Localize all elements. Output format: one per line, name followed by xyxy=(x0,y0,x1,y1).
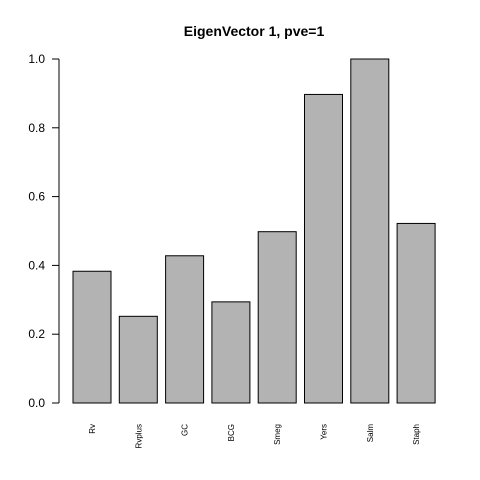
bars xyxy=(72,58,436,404)
x-tick-label: Rv xyxy=(88,424,97,434)
y-tick-label: 1.0 xyxy=(28,52,45,66)
bar-smeg xyxy=(257,231,297,404)
y-tick-label: 0.2 xyxy=(28,327,45,341)
bar-gc xyxy=(165,255,205,404)
y-tick-label: 0.8 xyxy=(28,121,45,135)
y-tick-label: 0.6 xyxy=(28,190,45,204)
x-tick-label: GC xyxy=(181,424,190,436)
bar-staph xyxy=(396,222,436,404)
bar-salm xyxy=(350,58,390,404)
x-tick-label: Smeg xyxy=(273,424,282,445)
bar-bcg xyxy=(211,301,251,404)
x-tick-label: BCG xyxy=(227,424,236,441)
x-axis-labels: Rv Rvplus GC BCG Smeg Yers Salm Staph xyxy=(88,424,421,449)
x-tick-label: Staph xyxy=(412,424,421,445)
x-tick-label: Yers xyxy=(320,424,329,440)
x-tick-label: Salm xyxy=(366,424,375,443)
bar-rv xyxy=(72,270,112,404)
x-tick-label: Rvplus xyxy=(134,424,143,448)
y-tick-label: 0.4 xyxy=(28,258,45,272)
y-tick-label: 0.0 xyxy=(28,396,45,410)
bar-yers xyxy=(304,93,343,404)
chart-title: EigenVector 1, pve=1 xyxy=(184,23,325,39)
bar-rvplus xyxy=(118,315,158,404)
y-axis: 0.0 0.2 0.4 0.6 0.8 1.0 xyxy=(28,52,60,410)
